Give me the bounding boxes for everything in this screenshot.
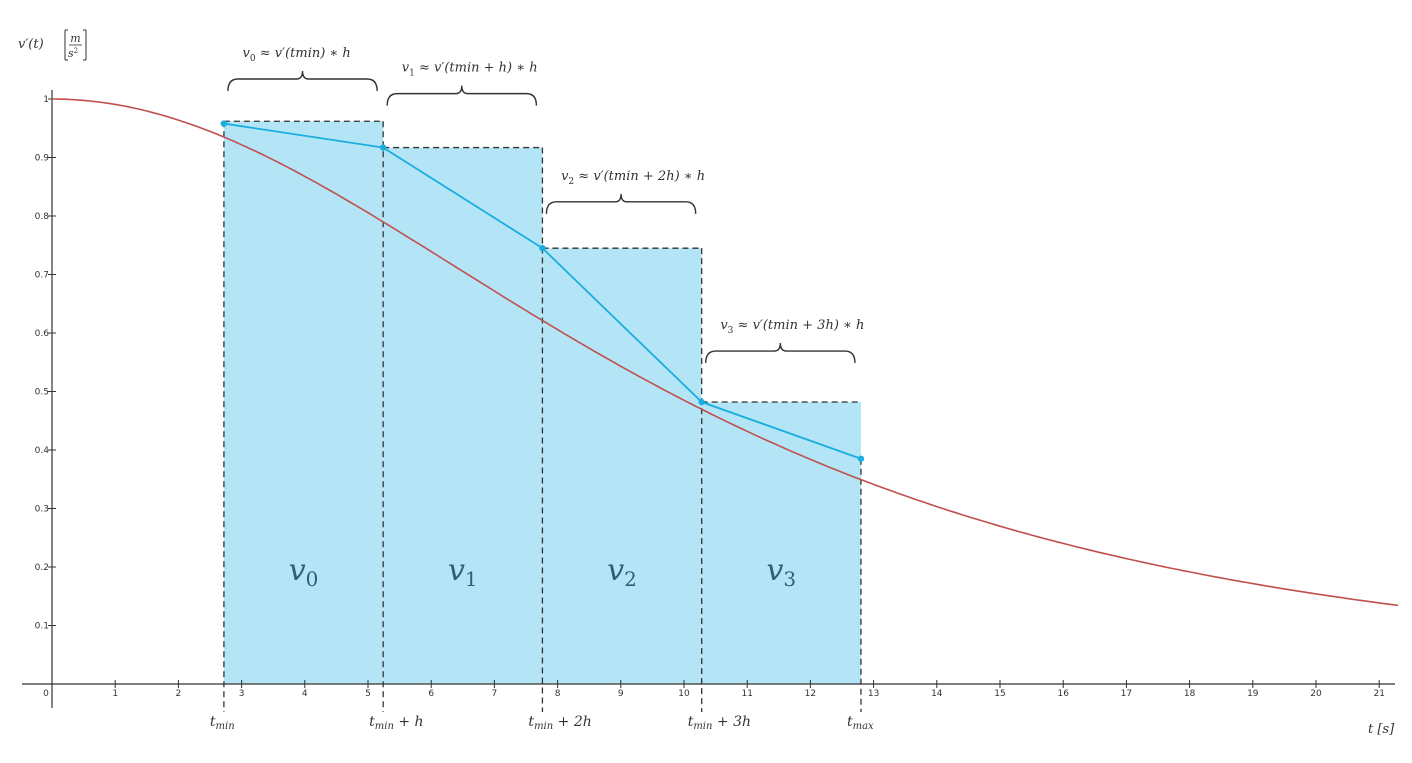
rectangle-label-2: v2 — [607, 553, 637, 591]
x-mark-label-0: tmin — [210, 714, 235, 732]
x-tick-label: 4 — [302, 689, 308, 699]
x-tick-label: 21 — [1373, 689, 1384, 699]
rectangle-label-3: v3 — [766, 553, 796, 591]
y-unit-denominator: s2 — [68, 47, 78, 60]
rectangle-label-0: v0 — [289, 553, 319, 591]
brace-label-1: v1 ≈ v′(tmin + h) ∗ h — [402, 61, 538, 79]
brace-0 — [227, 70, 378, 92]
function-curve — [51, 98, 1399, 607]
x-mark-label-4: tmax — [847, 714, 874, 732]
rectangle-2 — [542, 248, 702, 685]
x-tick-label: 2 — [176, 689, 182, 699]
brace-label-0: v0 ≈ v′(tmin) ∗ h — [243, 46, 351, 64]
x-tick-label: 11 — [741, 689, 752, 699]
approximation-point-0 — [220, 120, 228, 127]
x-mark-label-3: tmin + 3h — [688, 714, 751, 732]
x-tick-label: 20 — [1310, 689, 1322, 699]
x-tick-label: 14 — [931, 689, 943, 699]
y-tick-label: 0.4 — [35, 446, 50, 456]
x-tick-label: 0 — [43, 689, 49, 699]
x-mark-label-2: tmin + 2h — [528, 714, 591, 732]
y-tick-label: 0.9 — [35, 154, 50, 164]
rectangle-0 — [223, 121, 384, 685]
y-tick-label: 1 — [43, 95, 49, 105]
x-tick-label: 12 — [805, 689, 816, 699]
y-unit-numerator: m — [70, 32, 80, 45]
rectangle-label-1: v1 — [448, 553, 478, 591]
y-tick-label: 0.8 — [35, 212, 50, 222]
y-axis-title: v′(t) — [18, 37, 44, 52]
x-tick-label: 5 — [365, 689, 371, 699]
rectangle-3 — [701, 402, 861, 684]
x-axis-title: t [s] — [1368, 722, 1395, 737]
y-tick-label: 0.7 — [35, 271, 49, 281]
approximation-point-1 — [379, 144, 387, 151]
x-tick-label: 1 — [112, 689, 118, 699]
brace-1 — [386, 85, 538, 106]
x-tick-label: 15 — [994, 689, 1005, 699]
x-tick-label: 16 — [1057, 689, 1069, 699]
x-tick-label: 19 — [1247, 689, 1259, 699]
brace-2 — [545, 193, 697, 214]
y-tick-label: 0.1 — [35, 622, 49, 632]
x-mark-label-1: tmin + h — [369, 714, 423, 732]
y-tick-label: 0.6 — [35, 329, 50, 339]
brace-3 — [704, 343, 856, 364]
x-tick-label: 10 — [678, 689, 690, 699]
brace-label-2: v2 ≈ v′(tmin + 2h) ∗ h — [561, 169, 705, 187]
x-tick-label: 13 — [868, 689, 879, 699]
approximation-point-4 — [857, 455, 865, 462]
approximation-point-2 — [539, 244, 546, 252]
x-tick-label: 3 — [239, 689, 245, 699]
y-tick-label: 0.2 — [35, 563, 49, 573]
x-tick-label: 7 — [492, 689, 498, 699]
x-tick-label: 18 — [1184, 689, 1196, 699]
rectangle-1 — [383, 147, 543, 684]
brace-label-3: v3 ≈ v′(tmin + 3h) ∗ h — [720, 318, 864, 336]
y-tick-label: 0.5 — [35, 388, 49, 398]
x-tick-label: 8 — [555, 689, 561, 699]
x-tick-label: 9 — [618, 689, 624, 699]
x-tick-label: 6 — [428, 689, 434, 699]
x-tick-label: 17 — [1121, 689, 1132, 699]
y-tick-label: 0.3 — [35, 505, 49, 515]
approximation-point-3 — [698, 398, 705, 406]
